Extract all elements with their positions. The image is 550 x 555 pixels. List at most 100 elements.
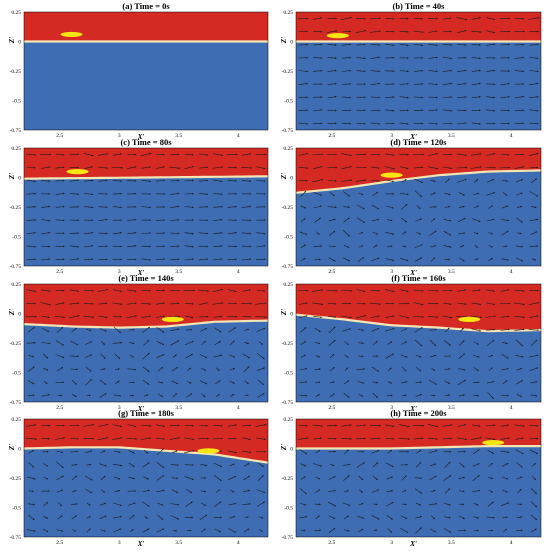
velocity-vector: [485, 153, 496, 156]
velocity-vector: [428, 153, 438, 156]
velocity-vector: [529, 354, 539, 358]
velocity-vector: [212, 153, 223, 157]
x-axis-label: X': [409, 269, 417, 277]
velocity-vector: [430, 257, 436, 262]
velocity-vector: [356, 57, 366, 60]
velocity-vector: [428, 316, 439, 318]
velocity-vector: [328, 527, 336, 533]
velocity-vector: [99, 515, 107, 519]
x-tick-label: 2.5: [328, 540, 335, 546]
velocity-vector: [300, 257, 306, 261]
velocity-vector: [529, 166, 539, 169]
velocity-vector: [428, 503, 438, 506]
velocity-vector: [26, 231, 36, 235]
velocity-vector: [199, 514, 208, 520]
velocity-vector: [443, 219, 452, 222]
velocity-vector: [156, 528, 165, 533]
velocity-vector: [471, 153, 482, 156]
velocity-vector: [300, 327, 307, 333]
velocity-vector: [530, 394, 538, 397]
velocity-vector: [385, 437, 395, 440]
velocity-vector: [470, 315, 482, 319]
velocity-vector: [41, 327, 50, 333]
velocity-vector: [486, 328, 496, 331]
velocity-vector: [442, 69, 453, 72]
velocity-vector: [457, 217, 466, 223]
velocity-vector: [486, 218, 495, 222]
velocity-vector: [112, 180, 123, 182]
velocity-vector: [156, 327, 165, 333]
velocity-vector: [457, 178, 467, 183]
velocity-vector: [427, 424, 439, 428]
velocity-vector: [385, 315, 395, 318]
velocity-vector: [517, 232, 522, 235]
velocity-vector: [342, 502, 351, 506]
velocity-vector: [457, 82, 467, 85]
water-region: [296, 446, 541, 537]
velocity-vector: [342, 328, 351, 332]
velocity-vector: [142, 501, 150, 507]
velocity-vector: [28, 380, 35, 385]
velocity-vector: [385, 231, 395, 235]
velocity-vector: [326, 289, 338, 292]
velocity-vector: [68, 315, 80, 319]
velocity-vector: [212, 166, 224, 169]
velocity-vector: [514, 328, 525, 331]
velocity-vector: [126, 302, 137, 305]
velocity-vector: [113, 502, 122, 506]
velocity-vector: [298, 70, 308, 73]
x-tick-label: 3: [390, 269, 393, 275]
panel-b: (b) Time = 40s 0.25 0 -0.25 -0.5 -0.75 2.5 3 3.5…: [280, 1, 542, 141]
velocity-vector: [358, 394, 364, 397]
panel-title: (g) Time = 180s: [118, 408, 174, 418]
velocity-vector: [428, 56, 438, 59]
velocity-vector: [185, 353, 193, 359]
velocity-vector: [327, 302, 337, 305]
velocity-vector: [255, 316, 267, 318]
velocity-vector: [329, 367, 335, 372]
velocity-vector: [227, 231, 237, 235]
velocity-vector: [329, 463, 335, 467]
velocity-vector: [184, 165, 194, 170]
velocity-vector: [312, 302, 324, 306]
velocity-vector: [127, 245, 137, 248]
velocity-vector: [444, 380, 451, 384]
velocity-vector: [329, 191, 335, 197]
velocity-vector: [514, 302, 525, 306]
velocity-vector: [114, 476, 121, 480]
velocity-vector: [299, 488, 307, 495]
velocity-vector: [54, 437, 65, 440]
velocity-vector: [515, 245, 524, 248]
velocity-vector: [170, 245, 180, 248]
velocity-vector: [241, 450, 252, 454]
velocity-vector: [43, 476, 49, 480]
velocity-vector: [155, 258, 166, 261]
velocity-vector: [356, 43, 366, 46]
velocity-vector: [26, 153, 37, 156]
velocity-vector: [186, 393, 193, 398]
velocity-vector: [457, 379, 466, 385]
panel-title: (h) Time = 200s: [390, 408, 447, 418]
velocity-vectors: [298, 152, 539, 262]
x-tick-label: 3: [390, 133, 393, 139]
x-tick-label: 4: [510, 269, 513, 275]
velocity-vector: [85, 489, 93, 494]
velocity-vector: [399, 82, 409, 85]
velocity-vector: [100, 450, 106, 454]
velocity-vector: [413, 83, 424, 85]
velocity-vector: [229, 516, 236, 519]
velocity-vector: [184, 302, 194, 305]
velocity-vector: [373, 503, 378, 506]
velocity-vector: [98, 315, 108, 319]
velocity-vector: [85, 328, 92, 332]
y-tick-label: -0.25: [282, 476, 294, 482]
velocity-vector: [385, 462, 394, 468]
velocity-vector: [183, 450, 195, 454]
velocity-vector: [501, 476, 509, 480]
velocity-vector: [458, 192, 465, 196]
velocity-vector: [141, 315, 151, 318]
velocity-vector: [184, 153, 194, 156]
velocity-vector: [473, 192, 480, 195]
velocity-vector: [531, 205, 537, 209]
velocity-vector: [456, 17, 468, 21]
